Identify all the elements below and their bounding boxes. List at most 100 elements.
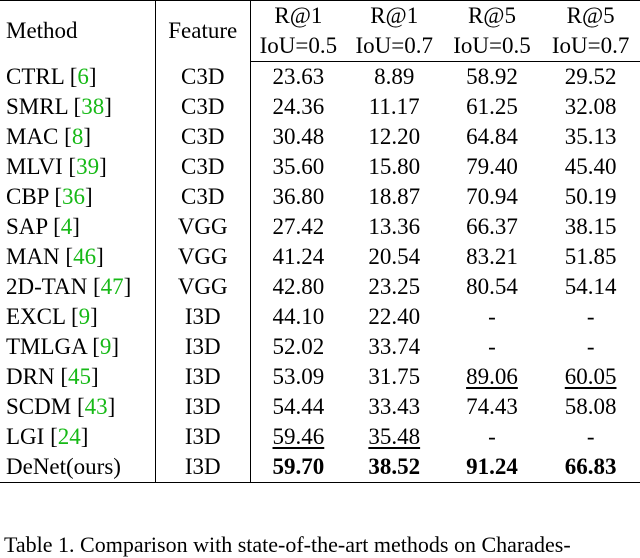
value-cell: 59.70 [250, 452, 346, 483]
value-cell: 66.83 [541, 452, 640, 483]
value-text: 38.15 [564, 214, 617, 239]
value-text: - [488, 304, 496, 329]
value-cell: 35.48 [346, 422, 443, 452]
header-row-1: Method Feature R@1 R@1 R@5 R@5 [0, 0, 640, 62]
value-text: 35.48 [368, 424, 421, 449]
value-text: 41.24 [272, 244, 325, 269]
method-cell: MLVI [39] [0, 152, 156, 182]
value-cell: 45.40 [541, 152, 640, 182]
citation-link[interactable]: 8 [71, 124, 84, 149]
table-row: LGI [24] I3D 59.46 35.48 - - [0, 422, 640, 452]
value-cell: 53.09 [250, 362, 345, 392]
method-cell: TMLGA [9] [0, 332, 156, 362]
value-text: 20.54 [368, 244, 421, 269]
feature-cell: C3D [155, 152, 251, 182]
value-text: 54.14 [564, 274, 617, 299]
metric-header-bottom: IoU=0.7 [541, 31, 640, 62]
feature-cell: I3D [155, 362, 251, 392]
value-text: 59.46 [272, 424, 325, 449]
table-row: DeNet(ours) I3D 59.70 38.52 91.24 66.83 [0, 452, 640, 483]
method-cell: LGI [24] [0, 422, 156, 452]
citation-link[interactable]: 24 [57, 424, 81, 449]
value-cell: 38.52 [345, 452, 443, 483]
citation-link[interactable]: 47 [100, 274, 124, 299]
value-cell: - [443, 422, 542, 452]
method-name: CTRL [6, 63, 64, 89]
method-cell: CTRL [6] [0, 61, 156, 92]
value-text: 51.85 [564, 244, 617, 269]
method-name: DRN [6, 364, 55, 389]
value-text: 23.63 [272, 64, 325, 89]
value-text: 58.08 [564, 394, 617, 419]
value-text: 60.05 [564, 364, 617, 389]
method-cell: MAC [8] [0, 122, 156, 152]
metric-header-top: R@5 [541, 0, 640, 31]
metric-header-bottom: IoU=0.7 [345, 31, 443, 62]
citation-link[interactable]: 38 [81, 94, 105, 119]
value-text: 50.19 [564, 184, 617, 209]
value-cell: 50.19 [541, 182, 640, 212]
value-cell: 64.84 [443, 122, 542, 152]
citation-link[interactable]: 4 [60, 214, 73, 239]
citation-link[interactable]: 6 [77, 63, 89, 89]
citation-link[interactable]: 36 [62, 184, 86, 209]
feature-cell: I3D [155, 422, 251, 452]
value-cell: - [443, 302, 542, 332]
table-row: CTRL [6] C3D 23.63 8.89 58.92 29.52 [0, 61, 640, 93]
value-cell: 38.15 [541, 212, 640, 242]
feature-cell: VGG [155, 212, 251, 242]
value-cell: 20.54 [346, 242, 443, 272]
value-text: 80.54 [466, 274, 518, 299]
citation-link[interactable]: 45 [67, 364, 91, 389]
feature-cell: C3D [155, 61, 251, 92]
value-cell: - [443, 332, 542, 362]
value-cell: 58.92 [443, 62, 542, 93]
citation-link[interactable]: 9 [99, 334, 112, 359]
value-text: 52.02 [272, 334, 325, 359]
value-cell: 30.48 [250, 122, 345, 152]
method-name: MAC [6, 124, 59, 149]
value-text: 32.08 [564, 94, 617, 119]
value-text: 38.52 [368, 454, 421, 479]
value-cell: 15.80 [346, 152, 443, 182]
value-cell: 18.87 [346, 182, 443, 212]
value-text: 8.89 [374, 64, 415, 89]
value-cell: 35.60 [250, 152, 345, 182]
method-name: MLVI [6, 154, 63, 179]
citation-link[interactable]: 39 [76, 154, 100, 179]
method-name: DeNet(ours) [6, 454, 121, 479]
method-name: EXCL [6, 304, 66, 329]
value-cell: 13.36 [346, 212, 443, 242]
value-cell: 27.42 [250, 212, 345, 242]
value-text: 12.20 [368, 124, 421, 149]
citation-link[interactable]: 43 [84, 394, 108, 419]
table-row: MLVI [39] C3D 35.60 15.80 79.40 45.40 [0, 152, 640, 182]
value-cell: 89.06 [443, 362, 542, 392]
value-text: 74.43 [466, 394, 518, 419]
metric-header-bottom: IoU=0.5 [442, 31, 542, 62]
value-text: 54.44 [272, 394, 325, 419]
table-caption: Table 1. Comparison with state-of-the-ar… [4, 532, 571, 557]
feature-cell: C3D [155, 182, 251, 212]
value-text: - [586, 334, 595, 359]
value-text: - [488, 334, 496, 359]
value-text: - [488, 424, 496, 449]
value-cell: 58.08 [541, 392, 640, 422]
feature-cell: I3D [155, 452, 251, 483]
value-cell: 29.52 [541, 62, 640, 93]
value-text: 58.92 [466, 64, 518, 89]
value-cell: 33.74 [346, 332, 443, 362]
value-cell: 54.44 [250, 392, 345, 422]
citation-link[interactable]: 9 [78, 304, 91, 329]
method-header: Method [0, 0, 156, 62]
table-row: MAN [46] VGG 41.24 20.54 83.21 51.85 [0, 242, 640, 272]
value-text: 29.52 [564, 64, 617, 89]
value-cell: 35.13 [541, 122, 640, 152]
value-text: 89.06 [466, 364, 518, 389]
value-cell: 22.40 [346, 302, 443, 332]
feature-cell: I3D [155, 302, 251, 332]
citation-link[interactable]: 46 [73, 244, 97, 269]
value-cell: 61.25 [443, 92, 542, 122]
value-cell: 66.37 [443, 212, 542, 242]
metric-header-top: R@5 [442, 0, 542, 31]
